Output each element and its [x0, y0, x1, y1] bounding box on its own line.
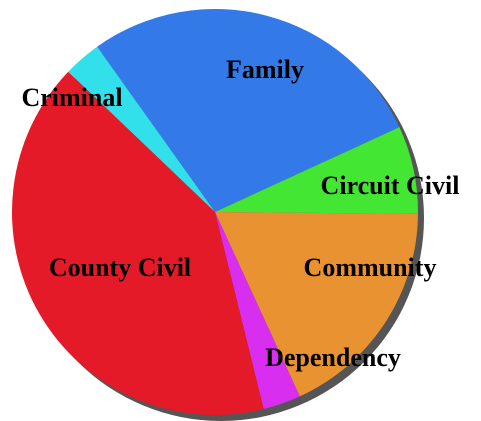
slice-label: Family	[226, 55, 304, 84]
pie-slice	[215, 212, 418, 397]
pie-slice	[215, 212, 300, 410]
pie	[12, 9, 418, 416]
slice-label: Dependency	[265, 343, 401, 372]
pie-slice	[97, 9, 400, 213]
labels: Family Circuit Civil Community Dependency Co…	[21, 55, 459, 372]
slice-label: Criminal	[21, 83, 122, 112]
slice-label: Community	[304, 253, 437, 282]
slice-label: County Civil	[49, 253, 191, 282]
pie-slice	[68, 46, 215, 212]
slice-label: Circuit Civil	[321, 171, 460, 200]
pie-slice	[12, 71, 264, 416]
pie-slice	[215, 127, 418, 214]
